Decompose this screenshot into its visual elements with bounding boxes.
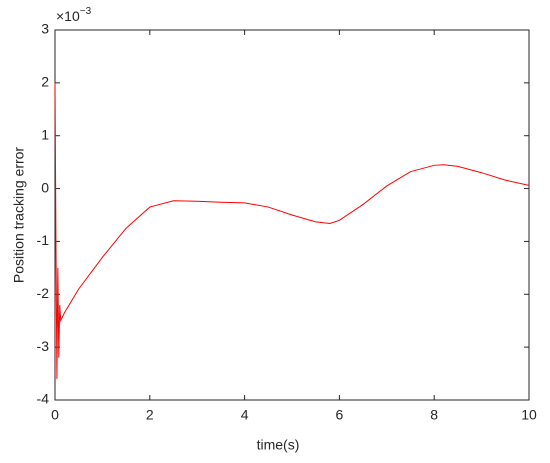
x-tick-label: 8 <box>430 407 438 423</box>
data-line <box>54 82 530 379</box>
y-tick-label: -3 <box>37 338 50 354</box>
y-tick-label: 1 <box>41 126 49 142</box>
y-multiplier-exponent: −3 <box>80 6 92 17</box>
y-tick-label: 3 <box>41 21 49 37</box>
y-tick-label: 2 <box>41 74 49 90</box>
plot-frame <box>54 29 530 401</box>
x-tick-label: 10 <box>521 407 537 423</box>
y-multiplier-base: ×10 <box>56 8 80 24</box>
y-tick-label: -1 <box>37 232 50 248</box>
x-tick-label: 0 <box>51 407 59 423</box>
x-tick-label: 2 <box>146 407 154 423</box>
y-tick-label: -2 <box>37 285 50 301</box>
x-tick-label: 6 <box>336 407 344 423</box>
y-multiplier: ×10−3 <box>56 6 92 24</box>
y-tick-label: 0 <box>41 179 49 195</box>
y-axis-label: Position tracking error <box>11 147 27 284</box>
y-tick-label: -4 <box>37 391 50 407</box>
x-axis-label: time(s) <box>257 437 300 453</box>
x-tick-label: 4 <box>241 407 249 423</box>
